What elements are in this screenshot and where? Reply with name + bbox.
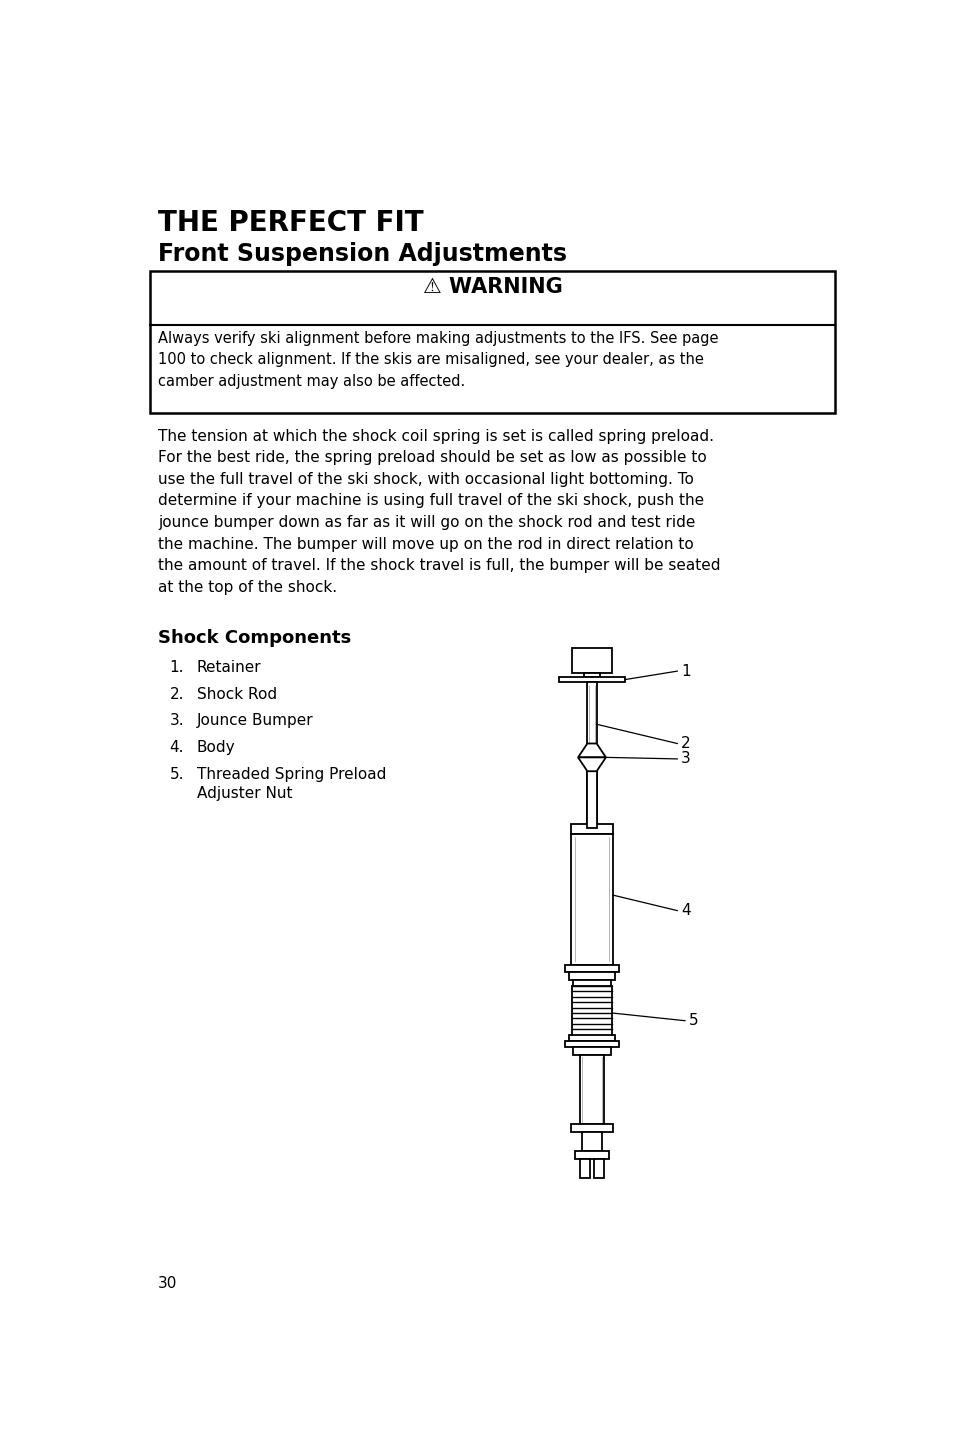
Text: 3: 3	[680, 752, 690, 766]
Polygon shape	[570, 824, 613, 833]
Polygon shape	[573, 980, 610, 986]
Text: Body: Body	[196, 740, 235, 756]
Text: 5.: 5.	[170, 768, 184, 782]
Text: Shock Components: Shock Components	[158, 628, 351, 647]
Text: Front Suspension Adjustments: Front Suspension Adjustments	[158, 243, 566, 266]
Polygon shape	[587, 771, 596, 829]
Text: 30: 30	[158, 1275, 177, 1291]
Text: 4.: 4.	[170, 740, 184, 756]
Text: 2: 2	[680, 736, 690, 752]
Polygon shape	[568, 1035, 615, 1041]
Text: Jounce Bumper: Jounce Bumper	[196, 714, 313, 728]
Text: Shock Rod: Shock Rod	[196, 686, 276, 701]
Polygon shape	[570, 833, 613, 964]
Text: 3.: 3.	[170, 714, 184, 728]
Polygon shape	[558, 676, 624, 682]
Polygon shape	[587, 682, 596, 829]
Text: 2.: 2.	[170, 686, 184, 701]
Polygon shape	[579, 1159, 589, 1178]
Polygon shape	[573, 1047, 610, 1054]
Polygon shape	[581, 1131, 601, 1150]
Polygon shape	[579, 1054, 604, 1124]
Text: Retainer: Retainer	[196, 660, 261, 675]
Bar	[150, 270, 835, 413]
Text: Threaded Spring Preload
Adjuster Nut: Threaded Spring Preload Adjuster Nut	[196, 768, 386, 801]
Polygon shape	[578, 743, 605, 758]
Polygon shape	[568, 973, 615, 980]
Text: Always verify ski alignment before making adjustments to the IFS. See page
100 t: Always verify ski alignment before makin…	[158, 332, 718, 390]
Polygon shape	[594, 1159, 604, 1178]
Text: The tension at which the shock coil spring is set is called spring preload.
For : The tension at which the shock coil spri…	[158, 429, 720, 595]
Polygon shape	[578, 758, 605, 771]
Polygon shape	[570, 1124, 613, 1131]
Text: ⚠ WARNING: ⚠ WARNING	[422, 276, 562, 297]
Polygon shape	[571, 648, 612, 673]
Polygon shape	[564, 964, 618, 973]
Polygon shape	[564, 1041, 618, 1047]
Text: 1.: 1.	[170, 660, 184, 675]
Text: 4: 4	[680, 903, 690, 917]
Text: 1: 1	[680, 663, 690, 679]
Polygon shape	[583, 673, 599, 676]
Text: 5: 5	[688, 1013, 698, 1028]
Polygon shape	[574, 1150, 609, 1159]
Text: THE PERFECT FIT: THE PERFECT FIT	[158, 209, 423, 237]
